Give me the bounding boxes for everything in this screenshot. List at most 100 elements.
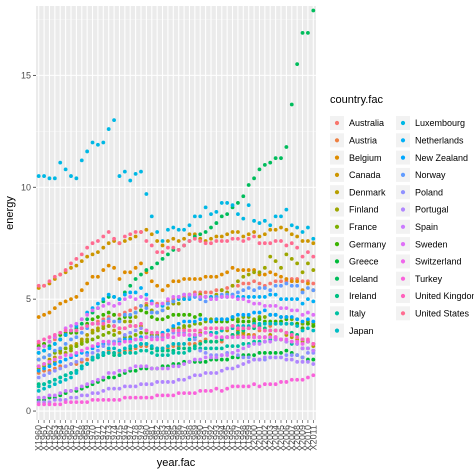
data-point [122,297,127,302]
data-point [112,295,116,299]
data-point [198,214,203,219]
data-point [279,328,283,333]
data-point [209,339,213,344]
data-point [133,324,138,328]
data-point [187,328,192,333]
legend-label: Denmark [349,187,386,197]
data-point [139,169,143,174]
data-point [47,384,52,389]
data-point [47,371,52,375]
data-point [262,339,267,344]
data-point [187,348,192,353]
x-tick-label: X2000 [249,425,259,451]
x-tick-label: X1968 [77,425,87,451]
data-point [96,239,100,243]
data-point [311,348,316,353]
data-point [139,286,143,290]
data-point [106,375,111,380]
data-point [133,230,138,234]
data-point [139,261,143,266]
data-point [69,395,73,400]
data-point [203,359,208,364]
data-point [241,346,246,351]
data-point [257,286,262,290]
data-point [133,315,138,319]
legend-marker [334,190,340,195]
data-point [122,326,127,331]
legend-marker [400,138,406,143]
legend: country.fac Australia Austria Belgium Canad… [330,94,474,338]
data-point [246,312,251,317]
data-point [166,353,170,358]
data-point [106,301,111,306]
data-point [300,359,305,364]
data-point [176,391,181,396]
legend-marker [400,242,406,247]
data-point [155,230,160,234]
data-point [58,337,63,342]
data-point [182,227,186,232]
data-point [300,270,305,275]
data-point [149,265,154,270]
data-point [166,283,170,288]
legend-item: United Kingdom [396,289,474,303]
data-point [284,297,289,302]
data-point [279,239,283,243]
data-point [133,277,138,281]
data-point [236,348,240,353]
data-point [90,308,95,313]
data-point [262,308,267,313]
data-point [47,310,52,315]
data-point [284,353,289,358]
data-point [149,382,154,387]
data-point [42,402,46,407]
legend-marker [400,207,406,212]
data-point [36,315,41,319]
data-point [306,321,310,326]
data-point [241,274,246,279]
data-point [139,272,143,277]
data-point [203,274,208,279]
data-point [268,281,273,286]
x-tick-label: X1963 [50,425,60,451]
data-point [52,176,57,181]
legend-item: Greece [330,254,379,269]
data-point [268,160,273,165]
data-point [160,333,165,337]
data-point [279,156,283,161]
data-point [128,344,133,349]
data-point [252,218,256,223]
x-tick-label: X2009 [298,425,308,451]
data-point [133,344,138,349]
data-point [117,353,122,358]
data-point [36,368,41,373]
data-point [85,357,90,362]
data-point [90,330,95,335]
data-point [273,279,278,284]
data-point [171,295,176,299]
data-point [225,344,230,349]
data-point [155,380,160,384]
data-point [144,348,149,353]
data-point [69,261,73,266]
data-point [311,236,316,241]
data-point [268,312,273,317]
legend-label: Belgium [349,153,382,163]
data-point [306,286,310,290]
data-point [236,319,240,324]
y-axis-title: energy [4,196,16,230]
data-point [79,348,84,353]
data-point [182,277,186,281]
data-point [52,342,57,346]
data-point [214,288,219,293]
data-point [74,359,79,364]
data-point [58,380,63,384]
data-point [128,350,133,355]
data-point [187,319,192,324]
data-point [182,324,186,328]
data-point [133,171,138,176]
data-point [36,357,41,362]
x-tick-label: X1982 [152,425,162,451]
data-point [262,321,267,326]
data-point [241,297,246,302]
